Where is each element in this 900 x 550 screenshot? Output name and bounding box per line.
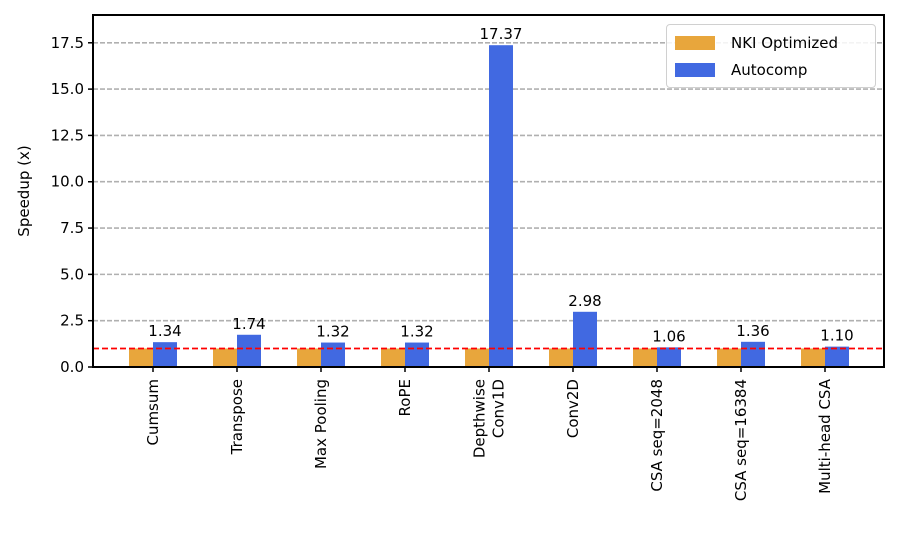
bar-nki-optimized	[801, 348, 825, 367]
legend-swatch-nki-optimized	[675, 36, 715, 50]
x-tick-label: Conv1D	[490, 379, 508, 438]
bar-autocomp	[153, 342, 177, 367]
data-label: 1.34	[148, 322, 181, 340]
y-tick-label: 2.5	[60, 312, 84, 330]
data-label: 1.10	[820, 327, 853, 345]
x-tick-label: CSA seq=2048	[648, 379, 666, 492]
data-label: 17.37	[480, 25, 523, 43]
x-tick-label: CSA seq=16384	[732, 379, 750, 501]
legend-swatch-autocomp	[675, 63, 715, 77]
x-tick-label: Transpose	[228, 379, 246, 455]
bar-autocomp	[237, 334, 261, 367]
bar-nki-optimized	[297, 348, 321, 367]
data-label: 1.06	[652, 327, 685, 345]
data-label: 2.98	[568, 292, 601, 310]
y-tick-label: 15.0	[51, 80, 84, 98]
legend-label: NKI Optimized	[731, 34, 839, 52]
x-tick-label: Max Pooling	[312, 379, 330, 469]
bar-nki-optimized	[717, 348, 741, 367]
y-tick-label: 5.0	[60, 265, 84, 283]
bars	[129, 45, 849, 367]
data-label: 1.32	[400, 323, 433, 341]
x-tick-label: Multi-head CSA	[816, 378, 834, 494]
x-tick-label: Conv2D	[564, 379, 582, 438]
bar-autocomp	[825, 346, 849, 367]
bar-nki-optimized	[633, 348, 657, 367]
bar-nki-optimized	[549, 348, 573, 367]
data-label: 1.74	[232, 315, 265, 333]
bar-nki-optimized	[129, 348, 153, 367]
legend-label: Autocomp	[731, 61, 808, 79]
y-tick-label: 7.5	[60, 219, 84, 237]
bar-autocomp	[405, 342, 429, 367]
x-tick-label: RoPE	[396, 379, 414, 416]
y-tick-label: 12.5	[51, 126, 84, 144]
bar-nki-optimized	[465, 348, 489, 367]
y-axis-ticks: 0.0 2.5 5.0 7.5 10.0 12.5 15.0 17.5	[51, 34, 93, 376]
bar-autocomp	[657, 347, 681, 367]
x-axis-ticks: Cumsum Transpose Max Pooling RoPE Depthwise C…	[144, 367, 834, 501]
data-labels: 1.34 1.74 1.32 1.32 17.37 2.98 1.06 1.36 1.10	[148, 25, 853, 345]
bar-autocomp	[489, 45, 513, 367]
legend: NKI Optimized Autocomp	[666, 24, 876, 88]
y-axis-label: Speedup (x)	[15, 145, 33, 236]
x-tick-label: Depthwise	[471, 379, 489, 458]
y-tick-label: 17.5	[51, 34, 84, 52]
x-tick-label: Cumsum	[144, 379, 162, 446]
bar-autocomp	[741, 341, 765, 367]
legend-item-autocomp: Autocomp	[675, 60, 807, 80]
data-label: 1.32	[316, 323, 349, 341]
bar-nki-optimized	[213, 348, 237, 367]
bar-autocomp	[573, 311, 597, 367]
bar-autocomp	[321, 342, 345, 367]
legend-item-nki-optimized: NKI Optimized	[675, 33, 838, 53]
bar-nki-optimized	[381, 348, 405, 367]
y-tick-label: 0.0	[60, 358, 84, 376]
y-tick-label: 10.0	[51, 173, 84, 191]
data-label: 1.36	[736, 322, 769, 340]
